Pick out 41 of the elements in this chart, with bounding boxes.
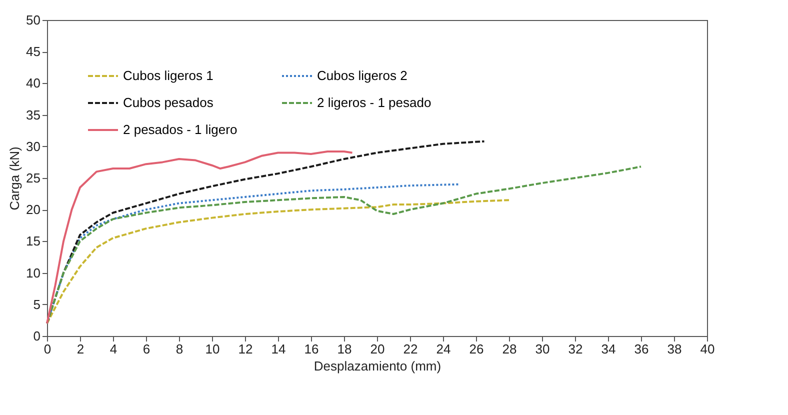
x-tick-label: 38 [667, 342, 682, 356]
x-tick-label: 16 [304, 342, 319, 356]
x-tick-label: 12 [238, 342, 253, 356]
x-tick-label: 6 [142, 342, 150, 356]
x-tick-label: 2 [76, 342, 84, 356]
x-tick-label: 40 [700, 342, 715, 356]
line-series [46, 150, 354, 324]
line-series [46, 199, 510, 324]
x-tick-label: 18 [337, 342, 352, 356]
y-tick-label: 10 [26, 265, 40, 280]
x-tick-label: 4 [110, 342, 118, 356]
x-tick-label: 20 [370, 342, 385, 356]
x-tick-label: 30 [535, 342, 550, 356]
x-tick-label: 24 [436, 342, 451, 356]
x-tick-label: 8 [176, 342, 184, 356]
legend-label: Cubos pesados [123, 95, 214, 110]
y-tick-label: 30 [26, 138, 40, 154]
x-tick-label: 22 [403, 342, 418, 356]
x-tick-label: 26 [469, 342, 484, 356]
x-axis-title: Desplazamiento (mm) [314, 358, 442, 374]
y-tick-label: 45 [26, 44, 40, 60]
x-tick-label: 0 [44, 342, 52, 356]
x-tick-label: 36 [634, 342, 649, 356]
legend-label: Cubos ligeros 2 [317, 68, 408, 83]
legend-label: 2 pesados - 1 ligero [123, 122, 238, 137]
y-axis-title: Carga (kN) [7, 146, 22, 210]
y-tick-label: 35 [26, 107, 40, 122]
x-tick-label: 34 [601, 342, 616, 356]
y-tick-label: 20 [26, 202, 40, 218]
y-tick-label: 0 [33, 328, 40, 344]
y-tick-label: 25 [26, 170, 40, 186]
y-tick-label: 15 [26, 234, 40, 249]
x-tick-label: 28 [502, 342, 517, 356]
x-tick-label: 32 [568, 342, 583, 356]
legend-label: Cubos ligeros 1 [123, 68, 214, 83]
x-tick-label: 14 [271, 342, 286, 356]
y-tick-label: 5 [33, 296, 40, 312]
legend-label: 2 ligeros - 1 pesado [317, 95, 432, 110]
x-tick-label: 10 [205, 342, 220, 356]
y-tick-label: 50 [26, 12, 40, 28]
y-tick-label: 40 [26, 76, 40, 91]
